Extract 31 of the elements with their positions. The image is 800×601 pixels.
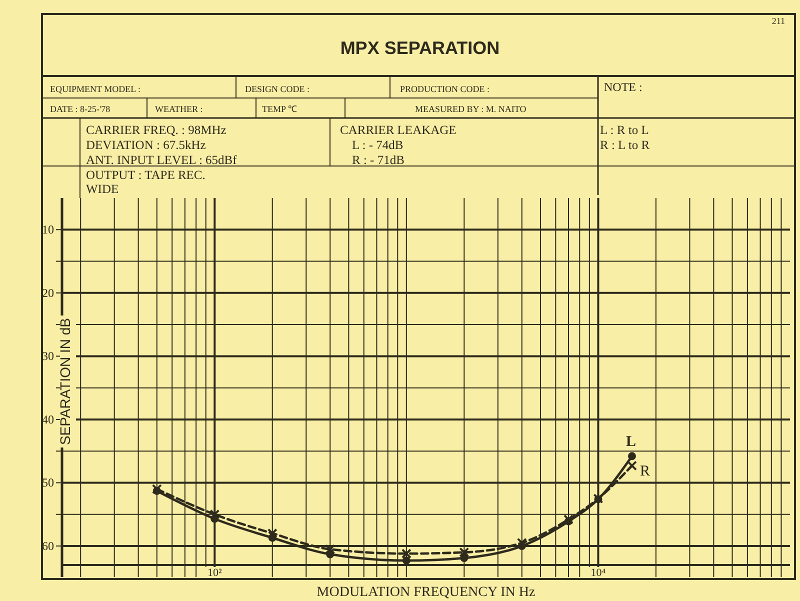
series-label: R [640, 464, 650, 480]
text: WIDE [86, 182, 119, 196]
text: TEMP ℃ [262, 104, 297, 114]
y-tick-label: 40 [42, 412, 54, 426]
y-tick-label: 20 [42, 286, 54, 300]
text: DEVIATION : 67.5kHz [86, 138, 206, 152]
text: MEASURED BY : M. NAITO [415, 104, 527, 114]
text: NOTE : [604, 80, 642, 94]
text: CARRIER LEAKAGE [340, 123, 457, 137]
y-tick-label: 30 [42, 349, 54, 364]
text: DATE : 8-25-'78 [50, 104, 111, 114]
text: L : R to L [600, 123, 649, 137]
text: R : - 71dB [352, 153, 404, 167]
y-tick-label: 50 [42, 476, 54, 490]
text: EQUIPMENT MODEL : [50, 84, 140, 94]
text: PRODUCTION CODE : [400, 84, 490, 94]
x-tick-label: 10² [207, 567, 222, 579]
series-label: L [626, 434, 636, 450]
x-tick-label: 10⁴ [590, 567, 606, 579]
text: OUTPUT : TAPE REC. [86, 168, 206, 182]
y-axis-title: SEPARATION IN dB [57, 318, 73, 446]
text: WEATHER : [155, 104, 203, 114]
text: DESIGN CODE : [245, 84, 310, 94]
y-tick-label: 10 [42, 222, 54, 237]
text: 211 [772, 16, 785, 26]
text: L : - 74dB [352, 138, 404, 152]
chart-title: MPX SEPARATION [340, 38, 500, 58]
text: R : L to R [600, 138, 650, 152]
text: ANT. INPUT LEVEL : 65dBf [86, 153, 238, 167]
x-axis-title: MODULATION FREQUENCY IN Hz [316, 585, 536, 600]
text: CARRIER FREQ. : 98MHz [86, 123, 227, 137]
